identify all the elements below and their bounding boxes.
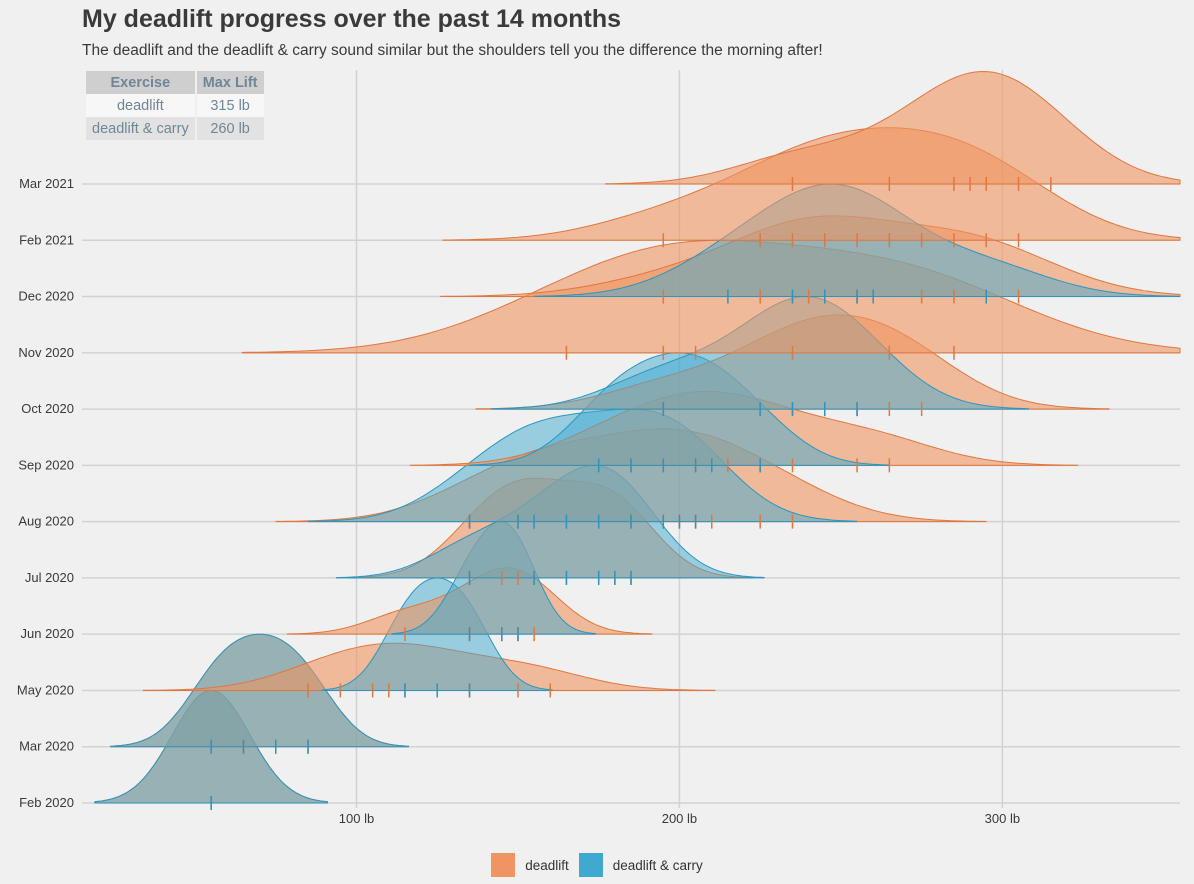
y-tick-label: Mar 2021 xyxy=(19,176,74,191)
rug-ticks xyxy=(210,177,1052,810)
y-tick-label: Aug 2020 xyxy=(18,514,74,529)
max-table-row: deadlift & carry 260 lb xyxy=(86,117,264,140)
y-tick-label: May 2020 xyxy=(17,682,74,697)
max-table-cell-max-lift: 315 lb xyxy=(196,94,264,117)
x-tick-label: 300 lb xyxy=(985,811,1020,826)
chart-title: My deadlift progress over the past 14 mo… xyxy=(82,5,622,33)
ridge-deadlift xyxy=(605,70,1181,185)
max-table-cell-max-lift: 260 lb xyxy=(196,117,264,140)
y-tick-label: Sep 2020 xyxy=(18,457,74,472)
max-table-header-max-lift: Max Lift xyxy=(196,71,264,94)
max-table-cell-exercise: deadlift & carry xyxy=(86,117,195,140)
max-lift-table: Exercise Max Lift deadlift 315 lb deadli… xyxy=(84,71,266,140)
legend-item-deadlift: deadlift xyxy=(491,853,569,877)
legend-swatch-deadlift-carry xyxy=(578,853,603,877)
chart-subtitle: The deadlift and the deadlift & carry so… xyxy=(82,42,823,59)
y-tick-label: Dec 2020 xyxy=(18,289,74,304)
max-table-row: deadlift 315 lb xyxy=(86,94,264,117)
legend-item-deadlift-carry: deadlift & carry xyxy=(578,853,703,877)
legend: deadlift deadlift & carry xyxy=(0,853,1194,877)
x-axis-labels: 100 lb 200 lb 300 lb xyxy=(339,811,1020,826)
max-table-cell-exercise: deadlift xyxy=(86,94,195,117)
x-tick-label: 200 lb xyxy=(662,811,697,826)
legend-swatch-deadlift xyxy=(491,853,516,877)
x-tick-label: 100 lb xyxy=(339,811,374,826)
y-tick-label: Mar 2020 xyxy=(19,739,74,754)
legend-label-deadlift-carry: deadlift & carry xyxy=(612,857,703,873)
y-tick-label: Feb 2020 xyxy=(19,795,74,810)
y-tick-label: Jun 2020 xyxy=(21,626,75,641)
legend-label-deadlift: deadlift xyxy=(525,857,569,873)
max-table-header-row: Exercise Max Lift xyxy=(86,71,264,94)
y-tick-label: Feb 2021 xyxy=(19,232,74,247)
y-tick-label: Jul 2020 xyxy=(25,570,74,585)
density-ridges xyxy=(94,70,1181,804)
y-tick-label: Nov 2020 xyxy=(18,345,74,360)
y-tick-label: Oct 2020 xyxy=(21,401,74,416)
y-axis-labels: Feb 2020 Mar 2020 May 2020 Jun 2020 Jul 2020… xyxy=(17,176,74,810)
max-table-header-exercise: Exercise xyxy=(86,71,195,94)
